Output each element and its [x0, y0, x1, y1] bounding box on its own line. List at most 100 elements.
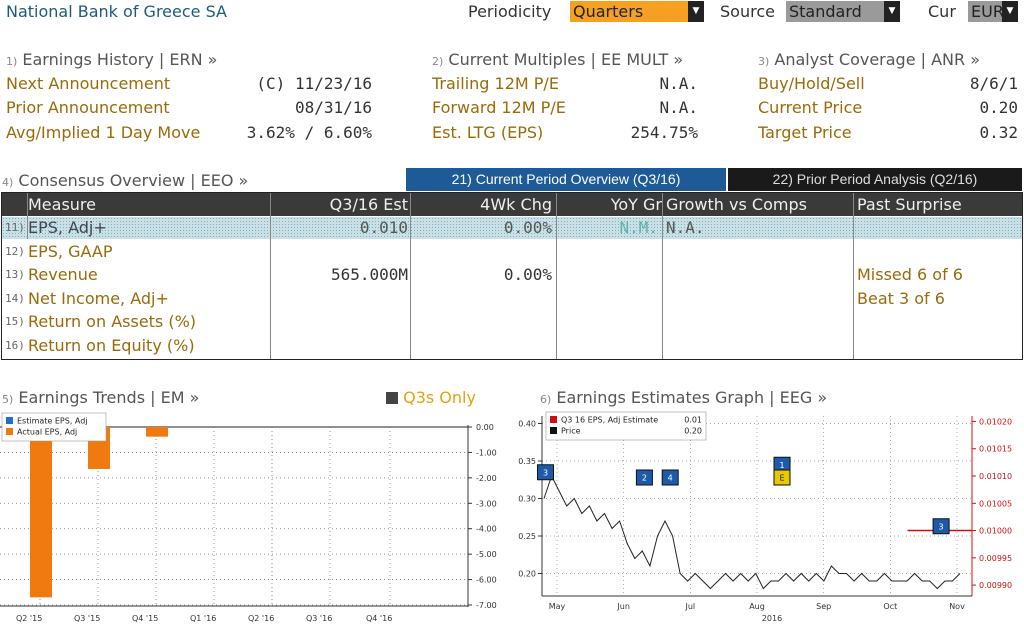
table-row[interactable]: 15) Return on Assets (%) [2, 311, 1022, 333]
chart-legend: Q3 16 EPS, Adj Estimate 0.01 Price 0.20 [545, 411, 707, 441]
col-yoy-growth[interactable]: YoY Gr [610, 195, 662, 214]
source-label: Source [720, 2, 775, 21]
event-marker [538, 465, 553, 480]
source-dropdown[interactable]: Standard ▼ [786, 1, 900, 22]
cell-measure[interactable]: Return on Assets (%) [28, 312, 197, 332]
row-number: 13) [5, 268, 25, 282]
y2-tick-label: 0.00995 [979, 554, 1012, 563]
section-number: 2) [432, 55, 444, 68]
cell-4wk-chg: 0.00% [503, 218, 552, 237]
table-row[interactable]: 13) Revenue 565.000M 0.00% Missed 6 of 6 [2, 264, 1022, 286]
table-row[interactable]: 14) Net Income, Adj+ Beat 3 of 6 [2, 288, 1022, 310]
x-tick-label: Nov [949, 602, 965, 611]
trailing-pe-label: Trailing 12M P/E [432, 74, 559, 93]
tab-prior-period[interactable]: 22) Prior Period Analysis (Q2/16) [728, 168, 1022, 191]
event-marker-label: 3 [543, 468, 548, 477]
y-tick-label: 0.35 [518, 457, 536, 466]
row-number: 16) [5, 339, 25, 352]
checkbox-icon[interactable] [386, 392, 398, 404]
legend-swatch [6, 417, 13, 424]
periodicity-dropdown[interactable]: Quarters ▼ [570, 1, 704, 22]
periodicity-label: Periodicity [468, 2, 552, 21]
y2-tick-label: 0.00990 [979, 581, 1012, 590]
earnings-trends-chart[interactable]: 0.00 -1.00 -2.00 -3.00 -4.00 -5.00 -6.00 -7.00 Q… [0, 408, 510, 630]
q3s-only-toggle[interactable]: Q3s Only [386, 388, 476, 407]
section-title: Current Multiples | EE MULT » [448, 50, 684, 69]
analyst-coverage-link[interactable]: 3) Analyst Coverage | ANR » [758, 50, 980, 69]
chart-legend: Estimate EPS, Adj Actual EPS, Adj [1, 412, 107, 442]
tab-current-period[interactable]: 21) Current Period Overview (Q3/16) [406, 168, 726, 191]
event-marker-label: 2 [642, 474, 647, 483]
y2-tick-label: 0.01015 [979, 445, 1012, 454]
event-marker [636, 470, 652, 485]
row-number: 11) [5, 221, 25, 234]
legend-entry: Estimate EPS, Adj [17, 417, 88, 426]
legend-value: 0.20 [684, 427, 702, 436]
section-title: Earnings Estimates Graph | EEG » [556, 388, 828, 407]
x-tick-label: Q2 '16 [248, 614, 274, 623]
currency-value: EUR [971, 2, 1004, 21]
legend-entry: Price [561, 427, 581, 436]
earnings-history-link[interactable]: 1) Earnings History | ERN » [6, 50, 217, 69]
dropdown-arrow-icon[interactable]: ▼ [688, 1, 704, 22]
trailing-pe-value: N.A. [659, 74, 698, 93]
section-number: 6) [540, 393, 552, 406]
y-tick-label: -3.00 [476, 499, 497, 508]
col-past-surprise[interactable]: Past Surprise [857, 195, 962, 214]
event-marker [774, 470, 790, 485]
x-tick-label: Jul [685, 602, 696, 611]
dropdown-arrow-icon[interactable]: ▼ [1002, 1, 1018, 22]
col-growth-vs-comps[interactable]: Growth vs Comps [666, 195, 807, 214]
event-marker-label: 4 [668, 474, 673, 483]
earnings-trends-link[interactable]: 5) Earnings Trends | EM » [2, 388, 199, 407]
cell-measure[interactable]: EPS, Adj+ [28, 218, 107, 237]
table-row[interactable]: 12) EPS, GAAP [2, 241, 1022, 263]
col-measure[interactable]: Measure [28, 195, 96, 214]
cell-4wk-chg: 0.00% [503, 265, 552, 285]
periodicity-value: Quarters [573, 2, 644, 21]
forward-pe-label: Forward 12M P/E [432, 98, 566, 117]
consensus-table: Measure Q3/16 Est 4Wk Chg YoY Gr Growth … [1, 192, 1023, 360]
y2-tick-label: 0.01020 [979, 417, 1012, 426]
bar-actual-eps [30, 427, 52, 598]
y-tick-label: 0.00 [476, 423, 494, 432]
avg-move-label: Avg/Implied 1 Day Move [6, 123, 201, 142]
cell-measure[interactable]: Return on Equity (%) [28, 336, 195, 355]
x-tick-label: Q1 '16 [190, 614, 216, 623]
earnings-estimates-chart[interactable]: 0.40 0.35 0.30 0.25 0.20 0.01020 0.01015 0.0101… [510, 408, 1024, 632]
consensus-overview-link[interactable]: 4) Consensus Overview | EEO » [2, 171, 248, 190]
section-number: 5) [2, 393, 14, 406]
table-header [2, 193, 1022, 216]
current-multiples-link[interactable]: 2) Current Multiples | EE MULT » [432, 50, 683, 69]
x-tick-label: Jun [616, 602, 630, 611]
y2-tick-label: 0.01010 [979, 472, 1012, 481]
current-price-label: Current Price [758, 98, 863, 117]
col-estimate[interactable]: Q3/16 Est [329, 195, 408, 214]
y-tick-label: -5.00 [476, 550, 497, 559]
buy-hold-sell-value: 8/6/1 [969, 74, 1018, 93]
selected-row-highlight [2, 217, 1022, 239]
est-ltg-value: 254.75% [630, 123, 698, 142]
y-tick-label: -1.00 [476, 448, 497, 457]
cell-estimate: 0.010 [359, 218, 408, 237]
cell-estimate: 565.000M [330, 265, 408, 285]
dropdown-arrow-icon[interactable]: ▼ [884, 1, 900, 22]
currency-dropdown[interactable]: EUR ▼ [968, 1, 1018, 22]
table-row[interactable]: 16) Return on Equity (%) [2, 335, 1022, 357]
section-number: 1) [6, 55, 18, 68]
legend-box [1, 412, 107, 442]
x-tick-label: Aug [749, 602, 765, 611]
legend-entry: Actual EPS, Adj [17, 428, 77, 437]
est-ltg-label: Est. LTG (EPS) [432, 123, 544, 142]
next-announcement-value: (C) 11/23/16 [256, 74, 372, 93]
section-title: Analyst Coverage | ANR » [774, 50, 981, 69]
cell-measure[interactable]: Revenue [28, 265, 98, 285]
table-row[interactable]: 11) EPS, Adj+ 0.010 0.00% N.M. N.A. [2, 217, 1022, 239]
earnings-graph-link[interactable]: 6) Earnings Estimates Graph | EEG » [540, 388, 827, 407]
x-tick-label: Q3 '15 [74, 614, 100, 623]
col-4wk-chg[interactable]: 4Wk Chg [480, 195, 552, 214]
legend-box [545, 411, 707, 441]
cell-measure[interactable]: EPS, GAAP [28, 241, 113, 261]
cell-measure[interactable]: Net Income, Adj+ [28, 288, 169, 308]
buy-hold-sell-label: Buy/Hold/Sell [758, 74, 865, 93]
